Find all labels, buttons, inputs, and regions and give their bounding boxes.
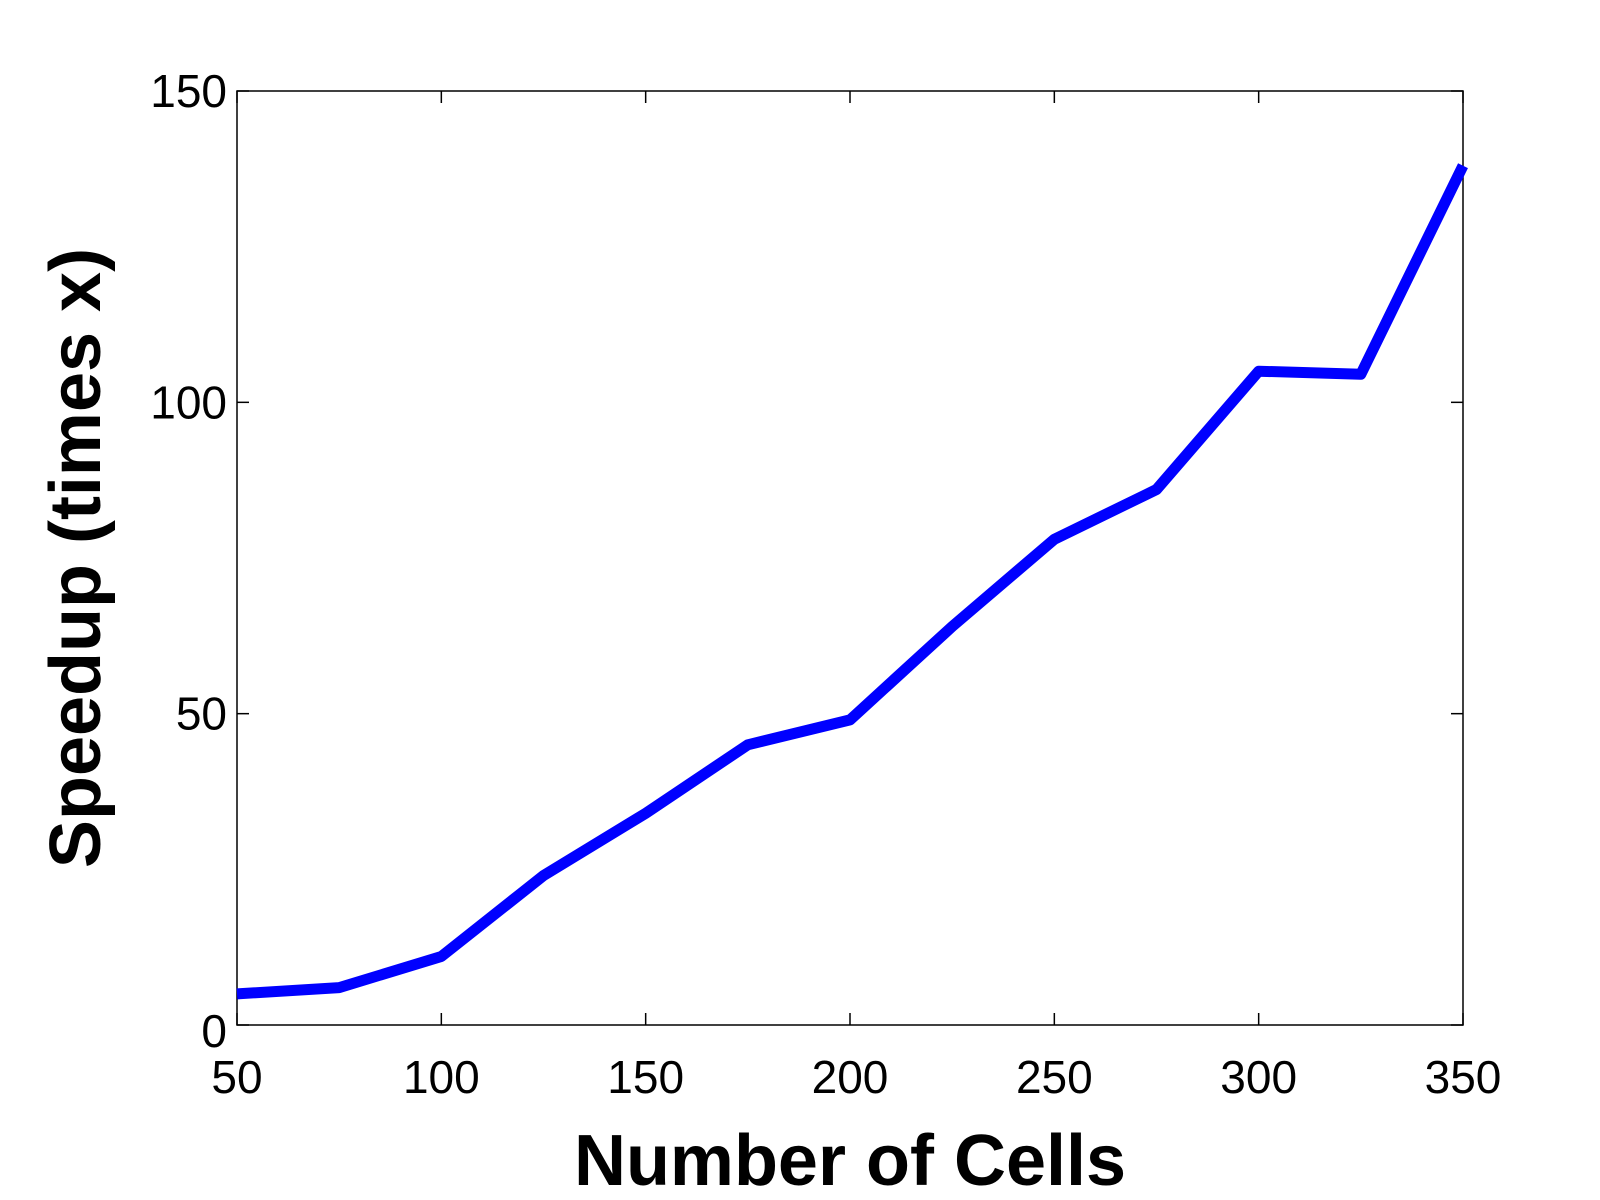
y-tick-label: 150 bbox=[150, 65, 227, 117]
x-tick-label: 350 bbox=[1425, 1051, 1502, 1103]
x-tick-label: 250 bbox=[1016, 1051, 1093, 1103]
y-axis: 0 50 100 150 bbox=[150, 65, 1463, 1057]
plot-area bbox=[236, 90, 1464, 1026]
y-tick-label: 100 bbox=[150, 376, 227, 428]
x-axis-title: Number of Cells bbox=[574, 1121, 1126, 1200]
y-tick-label: 50 bbox=[176, 688, 227, 740]
x-tick-label: 150 bbox=[607, 1051, 684, 1103]
x-axis: 50 100 150 200 250 300 350 bbox=[211, 91, 1501, 1103]
x-tick-label: 300 bbox=[1220, 1051, 1297, 1103]
x-tick-label: 100 bbox=[403, 1051, 480, 1103]
x-tick-label: 50 bbox=[211, 1051, 262, 1103]
x-tick-label: 200 bbox=[812, 1051, 889, 1103]
y-axis-title: Speedup (times x) bbox=[36, 248, 116, 868]
series-layer bbox=[236, 163, 1468, 1000]
y-tick-label: 0 bbox=[201, 1005, 227, 1057]
